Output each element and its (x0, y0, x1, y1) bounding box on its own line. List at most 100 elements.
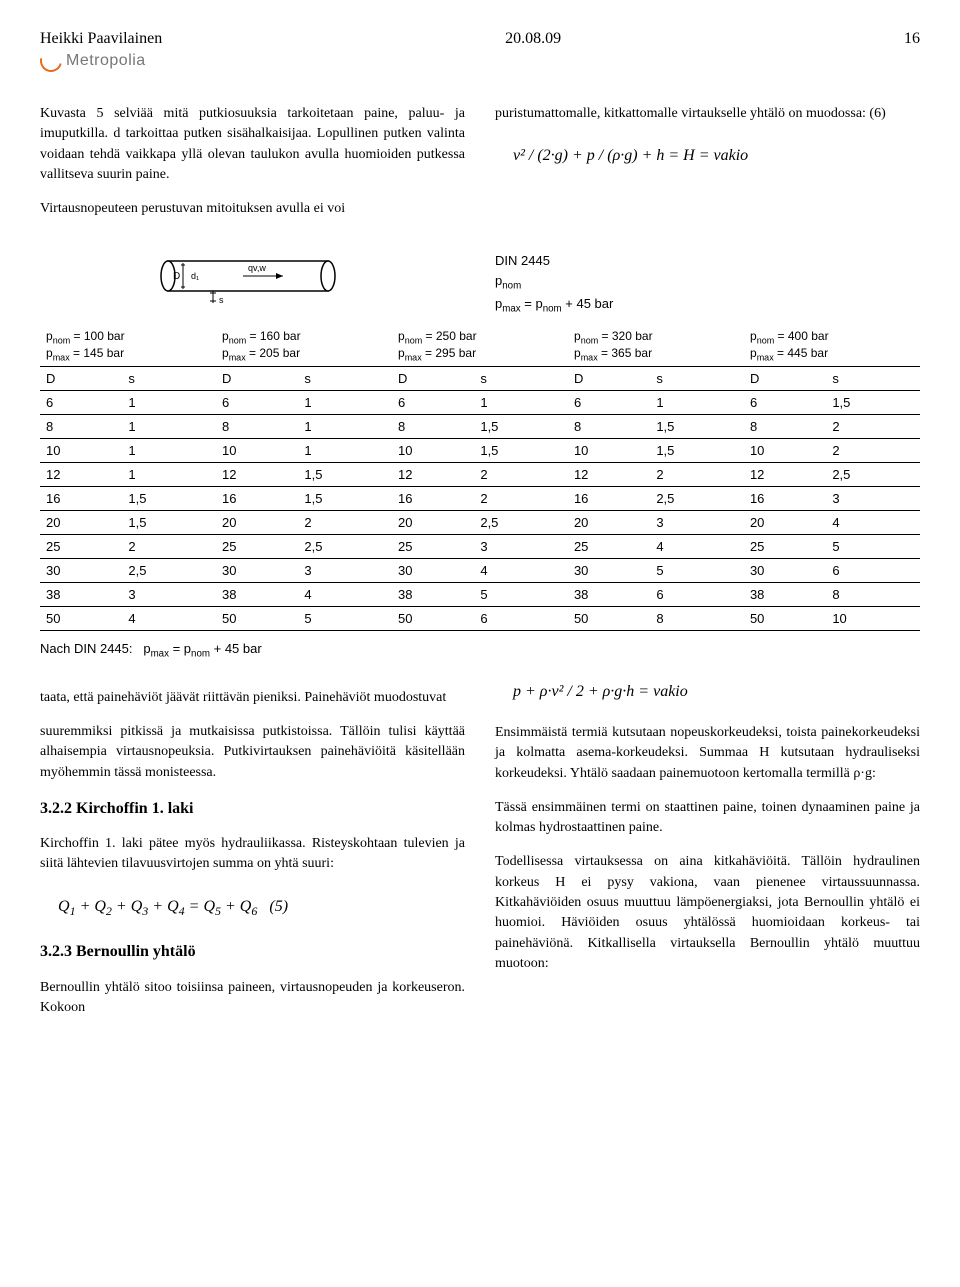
table-cell: 1 (650, 391, 744, 415)
table-cell: 6 (744, 391, 826, 415)
table-cell: 1,5 (650, 439, 744, 463)
table-cell: 38 (568, 583, 650, 607)
table-row: 101101101,5101,5102 (40, 439, 920, 463)
table-cell: 1,5 (474, 439, 568, 463)
table-row: 201,5202202,5203204 (40, 511, 920, 535)
bernoulli-formula: v² / (2·g) + p / (ρ·g) + h = H = vakio (495, 138, 920, 173)
date: 20.08.09 (505, 30, 561, 48)
din-row: D d₁ qv,w s DIN 2445 pnom pmax = pnom + … (40, 251, 920, 317)
table-cell: 1 (298, 439, 392, 463)
table-cell: 30 (392, 559, 474, 583)
table-cell: 12 (744, 463, 826, 487)
table-cell: 20 (392, 511, 474, 535)
paragraph: puristumattomalle, kitkattomalle virtauk… (495, 104, 920, 124)
table-cell: 30 (216, 559, 298, 583)
pressure-headers: pnom = 100 barpmax = 145 bar pnom = 160 … (40, 329, 920, 362)
table-cell: 3 (474, 535, 568, 559)
table-cell: 8 (826, 583, 920, 607)
svg-text:qv,w: qv,w (248, 263, 266, 273)
table-cell: 20 (40, 511, 122, 535)
table-cell: 12 (216, 463, 298, 487)
author: Heikki Paavilainen (40, 30, 162, 48)
svg-text:s: s (219, 295, 224, 305)
table-cell: 1 (122, 439, 216, 463)
table-row: 302,5303304305306 (40, 559, 920, 583)
table-cell: 1 (298, 415, 392, 439)
table-cell: 30 (568, 559, 650, 583)
table-header-cell: s (122, 367, 216, 391)
table-cell: 12 (392, 463, 474, 487)
table-header-cell: D (744, 367, 826, 391)
table-cell: 1 (298, 391, 392, 415)
table-cell: 3 (122, 583, 216, 607)
table-cell: 5 (474, 583, 568, 607)
din-label: DIN 2445 (495, 251, 920, 271)
table-cell: 30 (40, 559, 122, 583)
pressure-header: pnom = 160 barpmax = 205 bar (216, 329, 392, 362)
table-cell: 20 (744, 511, 826, 535)
table-cell: 12 (568, 463, 650, 487)
table-cell: 10 (40, 439, 122, 463)
table-cell: 2,5 (826, 463, 920, 487)
table-cell: 2 (650, 463, 744, 487)
logo-text: Metropolia (66, 52, 146, 70)
table-cell: 6 (392, 391, 474, 415)
table-cell: 2 (474, 463, 568, 487)
table-cell: 6 (826, 559, 920, 583)
table-cell: 20 (568, 511, 650, 535)
table-cell: 25 (40, 535, 122, 559)
heading-322: 3.2.2 Kirchoffin 1. laki (40, 797, 465, 820)
table-cell: 6 (40, 391, 122, 415)
table-cell: 25 (216, 535, 298, 559)
table-cell: 50 (40, 607, 122, 631)
paragraph: Virtausnopeuteen perustuvan mitoituksen … (40, 199, 465, 219)
table-cell: 1,5 (298, 487, 392, 511)
table-cell: 5 (650, 559, 744, 583)
table-cell: 50 (392, 607, 474, 631)
table-cell: 50 (216, 607, 298, 631)
table-cell: 6 (568, 391, 650, 415)
table-cell: 3 (826, 487, 920, 511)
table-cell: 16 (568, 487, 650, 511)
table-cell: 25 (744, 535, 826, 559)
table-cell: 2 (298, 511, 392, 535)
table-cell: 16 (392, 487, 474, 511)
page-number: 16 (904, 30, 920, 48)
table-cell: 1,5 (474, 415, 568, 439)
table-cell: 1,5 (122, 511, 216, 535)
table-cell: 20 (216, 511, 298, 535)
table-cell: 4 (298, 583, 392, 607)
table-cell: 8 (568, 415, 650, 439)
table-cell: 16 (744, 487, 826, 511)
table-cell: 8 (40, 415, 122, 439)
table-cell: 3 (298, 559, 392, 583)
paragraph: Todellisessa virtauksessa on aina kitkah… (495, 852, 920, 974)
table-cell: 4 (122, 607, 216, 631)
page-header: Heikki Paavilainen 20.08.09 16 (40, 30, 920, 48)
table-header-cell: s (474, 367, 568, 391)
table-cell: 2,5 (650, 487, 744, 511)
table-cell: 10 (744, 439, 826, 463)
table-cell: 2 (826, 415, 920, 439)
top-columns: Kuvasta 5 selviää mitä putkiosuuksia tar… (40, 90, 920, 233)
svg-text:d₁: d₁ (191, 271, 199, 281)
paragraph: taata, että painehäviöt jäävät riittävän… (40, 688, 465, 708)
din-pmax: pmax = pnom + 45 bar (495, 294, 920, 317)
heading-323: 3.2.3 Bernoullin yhtälö (40, 940, 465, 963)
pipe-diagram-icon: D d₁ qv,w s (143, 251, 363, 311)
table-row: 818181,581,582 (40, 415, 920, 439)
table-row: 252252,5253254255 (40, 535, 920, 559)
table-cell: 5 (298, 607, 392, 631)
nach-din-note: Nach DIN 2445: pmax = pnom + 45 bar (40, 641, 920, 660)
table-cell: 30 (744, 559, 826, 583)
table-row: 161,5161,5162162,5163 (40, 487, 920, 511)
table-cell: 6 (216, 391, 298, 415)
table-header-cell: D (40, 367, 122, 391)
table-cell: 2,5 (122, 559, 216, 583)
pressure-header: pnom = 400 barpmax = 445 bar (744, 329, 920, 362)
bottom-columns: taata, että painehäviöt jäävät riittävän… (40, 674, 920, 1032)
table-cell: 1 (474, 391, 568, 415)
pressure-header: pnom = 100 barpmax = 145 bar (40, 329, 216, 362)
table-cell: 50 (568, 607, 650, 631)
table-cell: 1,5 (826, 391, 920, 415)
